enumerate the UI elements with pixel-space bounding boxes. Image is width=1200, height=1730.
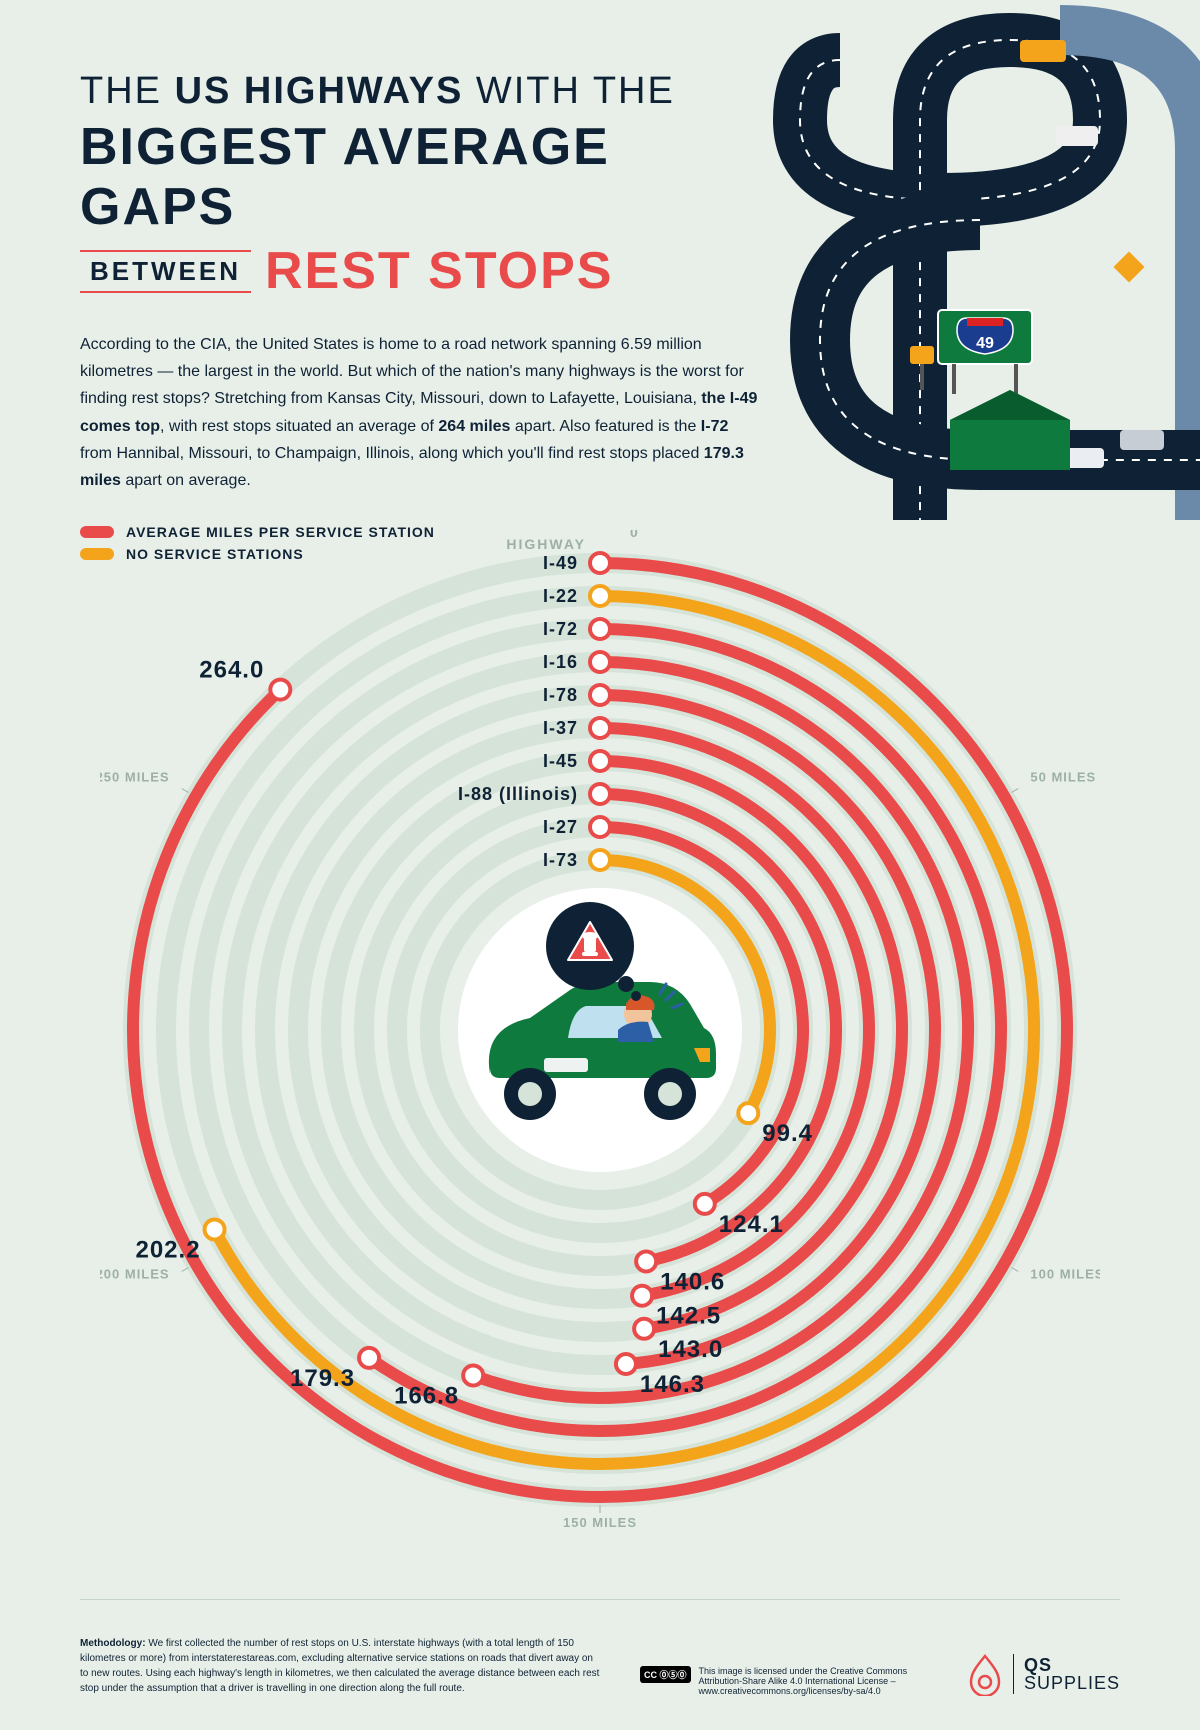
highway-value: 140.6 xyxy=(660,1268,725,1295)
highway-name: I-88 (Illinois) xyxy=(458,784,578,804)
sign-number: 49 xyxy=(976,335,994,352)
highway-value: 146.3 xyxy=(640,1371,705,1398)
arc-end-dot xyxy=(636,1251,656,1271)
arc-start-dot xyxy=(590,652,610,672)
highway-value: 179.3 xyxy=(290,1365,355,1392)
arc-start-dot xyxy=(590,718,610,738)
arc-start-dot xyxy=(590,553,610,573)
title-block: THE US HIGHWAYS WITH THE BIGGEST AVERAGE… xyxy=(80,70,760,301)
highway-name: I-22 xyxy=(543,586,578,606)
brand: QSSUPPLIES xyxy=(967,1652,1120,1696)
column-header: HIGHWAY xyxy=(506,536,586,552)
arc-start-dot xyxy=(590,619,610,639)
highway-value: 202.2 xyxy=(135,1236,200,1263)
axis-tick: 100 MILES xyxy=(1030,1267,1100,1282)
arc-start-dot xyxy=(590,850,610,870)
highway-value: 124.1 xyxy=(719,1211,784,1238)
highway-name: I-49 xyxy=(543,553,578,573)
arc-start-dot xyxy=(590,586,610,606)
arc-end-dot xyxy=(463,1365,483,1385)
arc-end-dot xyxy=(738,1103,758,1123)
axis-tick: 250 MILES xyxy=(100,770,170,785)
axis-tick: 50 MILES xyxy=(1030,770,1096,785)
arc-start-dot xyxy=(590,751,610,771)
radial-chart: 0 50 MILES 100 MILES 150 MILES 200 MILES 250 … xyxy=(100,530,1100,1530)
highway-value: 142.5 xyxy=(656,1303,721,1330)
arc-end-dot xyxy=(359,1348,379,1368)
footer-divider xyxy=(80,1599,1120,1600)
intro-paragraph: According to the CIA, the United States … xyxy=(80,331,760,494)
axis-tick: 150 MILES xyxy=(563,1515,637,1530)
highway-name: I-16 xyxy=(543,652,578,672)
axis-tick: 0 xyxy=(630,530,638,540)
highway-value: 166.8 xyxy=(394,1382,459,1409)
arc-start-dot xyxy=(590,685,610,705)
highway-value: 99.4 xyxy=(762,1120,813,1147)
arc-start-dot xyxy=(590,817,610,837)
arc-end-dot xyxy=(695,1194,715,1214)
highway-name: I-72 xyxy=(543,619,578,639)
arc-end-dot xyxy=(205,1219,225,1239)
title-between: BETWEEN xyxy=(80,250,251,293)
cc-badge: CC ⓪⑤⓪ xyxy=(640,1666,691,1683)
highway-illustration: 49 xyxy=(760,0,1200,520)
highway-value: 264.0 xyxy=(199,657,264,684)
highway-value: 143.0 xyxy=(658,1336,723,1363)
axis-tick: 200 MILES xyxy=(100,1267,170,1282)
highway-name: I-45 xyxy=(543,751,578,771)
highway-name: I-27 xyxy=(543,817,578,837)
title-line2: BIGGEST AVERAGE GAPS xyxy=(80,117,760,237)
arc-end-dot xyxy=(632,1286,652,1306)
methodology: Methodology: We first collected the numb… xyxy=(80,1636,600,1696)
highway-name: I-78 xyxy=(543,685,578,705)
highway-name: I-37 xyxy=(543,718,578,738)
license-text: This image is licensed under the Creativ… xyxy=(699,1666,927,1696)
title-line1: THE US HIGHWAYS WITH THE xyxy=(80,70,760,113)
arc-end-dot xyxy=(616,1354,636,1374)
brand-icon xyxy=(967,1652,1003,1696)
arc-end-dot xyxy=(634,1319,654,1339)
arc-end-dot xyxy=(270,680,290,700)
license: CC ⓪⑤⓪ This image is licensed under the … xyxy=(640,1666,927,1696)
highway-name: I-73 xyxy=(543,850,578,870)
arc-start-dot xyxy=(590,784,610,804)
title-rest-stops: REST STOPS xyxy=(265,241,613,301)
